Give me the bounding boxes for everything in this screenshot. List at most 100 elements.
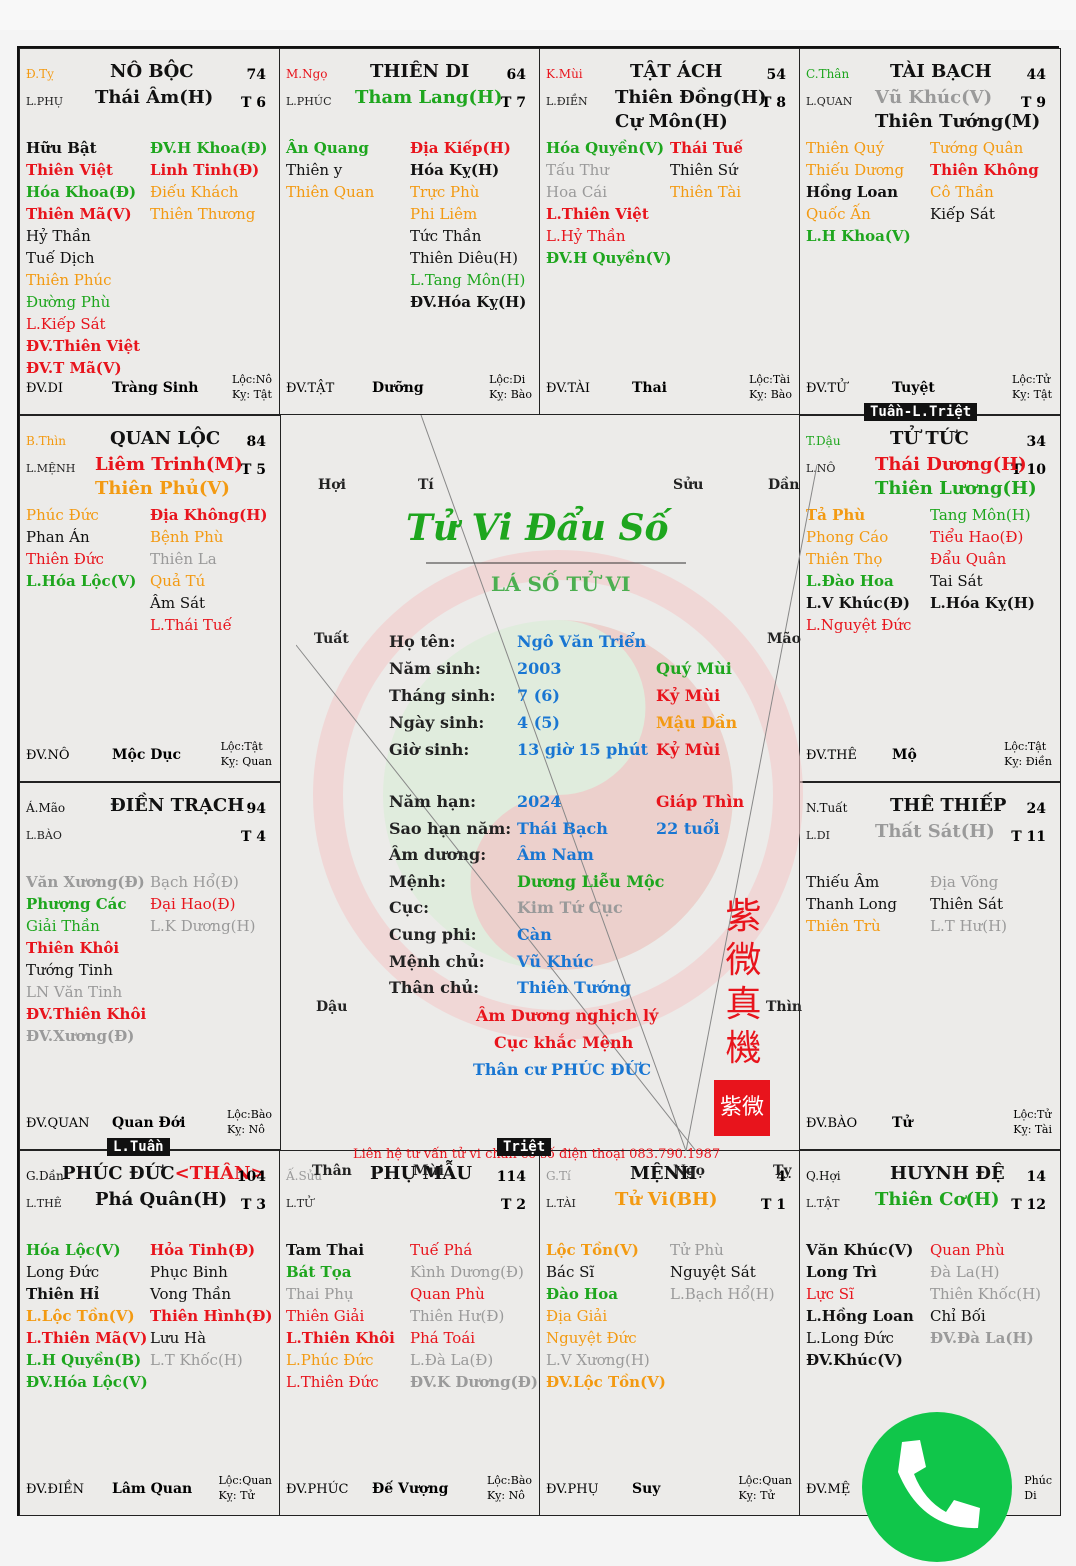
month-number: T 4 [240, 829, 266, 845]
minor-star: Trực Phù [410, 183, 480, 201]
loc-ky: Lộc:Tử Kỵ: Tài [1013, 1108, 1052, 1136]
palace-dien-trach[interactable]: Á.Mão ĐIỀN TRẠCH 94 L.BÀO T 4 Văn Xương(Đ) Phư… [19, 782, 281, 1150]
can-chi: M.Ngọ [286, 67, 328, 81]
left-stars: Tả Phù Phong Cáo Thiên Thọ L.Đào Hoa L.V Khú… [806, 504, 911, 636]
than-marker: <THÂN> [174, 1163, 266, 1184]
life-stage: Mộ [892, 747, 917, 763]
month-number: T 1 [760, 1197, 786, 1213]
palace-phu-mau[interactable]: Ấ.Sửu PHỤ MẪU 114 L.TỬ T 2 Tam Thai Bát Tọa Tha… [279, 1150, 541, 1516]
palace-quan-loc[interactable]: B.Thìn QUAN LỘC 84 L.MỆNH T 5 Liêm Trinh(M) Th… [19, 415, 281, 782]
minor-star: L.Nguyệt Đức [806, 616, 912, 634]
minor-star: Thiên La [150, 550, 217, 568]
minor-star: Quả Tú [150, 572, 206, 590]
palace-name: ĐIỀN TRẠCH [110, 795, 245, 816]
palace-tai-bach[interactable]: C.Thân TÀI BẠCH 44 L.QUAN T 9 Vũ Khúc(V) Thiên… [799, 48, 1061, 415]
info-label: Họ tên: [389, 632, 456, 651]
life-stage: Mộc Dục [112, 747, 182, 763]
dir-tuat: Tuất [314, 631, 349, 647]
minor-star: L.Đào Hoa [806, 572, 894, 590]
minor-star: Tức Thần [410, 227, 482, 245]
phone-call-button[interactable] [862, 1412, 1012, 1562]
seal-char: 機 [725, 1028, 762, 1069]
left-stars: Hữu Bật Thiên Việt Hóa Khoa(Đ) Thiên Mã(V) H… [26, 137, 140, 379]
minor-star: Thiếu Âm [806, 873, 880, 891]
can-chi: K.Mùi [546, 67, 583, 81]
minor-star: Hỏa Tinh(Đ) [150, 1241, 256, 1259]
center-panel: Tử Vi Đẩu Số LÁ SỐ TỬ VI Họ tên: Ngô Văn … [296, 415, 817, 1179]
minor-star: Điếu Khách [150, 183, 239, 201]
minor-star: Long Trì [806, 1263, 877, 1281]
palace-no-boc[interactable]: Đ.Tỵ NÔ BỘC 74 L.PHỤ T 6 Thái Âm(H) Hữu Bật Thi… [19, 48, 281, 415]
palace-phuc-duc[interactable]: G.Dần PHÚC ĐỨC<THÂN> 104 L.THÊ T 3 Phá Quân(H… [19, 1150, 281, 1516]
minor-star: Đào Hoa [546, 1285, 618, 1303]
luu-palace: L.QUAN [806, 95, 853, 108]
minor-star: Vong Thần [150, 1285, 232, 1303]
info-value: Thiên Tướng [517, 978, 632, 998]
can-chi: T.Dậu [806, 434, 841, 448]
dir-suu: Sửu [673, 477, 704, 493]
minor-star: Tấu Thư [546, 161, 609, 179]
dir-hoi: Hợi [318, 477, 346, 493]
info-value: Âm Nam [517, 845, 594, 865]
main-star: Thất Sát(H) [875, 821, 995, 842]
loc-ky: Lộc:Tật Kỵ: Điền [1004, 740, 1052, 768]
palace-tat-ach[interactable]: K.Mùi TẬT ÁCH 54 L.ĐIỀN T 8 Thiên Đồng(H) Cự M… [539, 48, 801, 415]
minor-star: Phúc Đức [26, 506, 99, 524]
dai-van-palace: ĐV.NÔ [26, 748, 70, 763]
minor-star: Phi Liêm [410, 205, 478, 223]
minor-star: Kiếp Sát [930, 205, 995, 223]
minor-star: Chỉ Bối [930, 1307, 986, 1325]
palace-name: TẬT ÁCH [630, 61, 723, 82]
month-number: T 9 [1020, 95, 1046, 111]
dai-van-palace: ĐV.THÊ [806, 748, 858, 763]
luu-palace: L.BÀO [26, 829, 62, 842]
minor-star: Hồng Loan [806, 183, 898, 201]
info-value: 2003 [517, 659, 562, 678]
loc-ky: Lộc:Tài Kỵ: Bào [749, 373, 792, 401]
info-label: Âm dương: [389, 845, 487, 865]
minor-star: Thiên Quan [286, 183, 375, 201]
loc-ky: Lộc:Quan Kỵ: Tử [738, 1474, 792, 1502]
minor-star: L.Hóa Lộc(V) [26, 572, 137, 590]
palace-tu-tuc[interactable]: T.Dậu TỬ TỨC 34 L.NÔ T 10 Thái Dương(H) Thiên … [799, 415, 1061, 782]
info-value: Kim Tứ Cục [517, 898, 623, 918]
palace-menh[interactable]: G.Tí MỆNH 4 L.TÀI T 1 Tử Vi(BH) Lộc Tồn(V) Bác … [539, 1150, 801, 1516]
minor-star: ĐV.Đà La(H) [930, 1329, 1034, 1347]
palace-age: 74 [246, 67, 266, 83]
minor-star: Bệnh Phù [150, 528, 224, 546]
palace-thien-di[interactable]: M.Ngọ THIÊN DI 64 L.PHÚC T 7 Tham Lang(H) Ân Q… [279, 48, 541, 415]
can-chi: G.Tí [546, 1169, 571, 1183]
dir-ti: Tí [418, 477, 434, 493]
minor-star: Quốc Ấn [806, 205, 871, 223]
left-stars: Hóa Quyền(V) Tấu Thư Hoa Cái L.Thiên Việt L.… [546, 137, 671, 269]
minor-star: L.Lộc Tồn(V) [26, 1307, 135, 1325]
left-stars: Lộc Tồn(V) Bác Sĩ Đào Hoa Địa Giải Nguyệt Đứ… [546, 1239, 666, 1393]
minor-star: Bạch Hổ(Đ) [150, 873, 239, 891]
minor-star: Tả Phù [806, 506, 866, 524]
minor-star: Bát Tọa [286, 1263, 352, 1281]
can-chi: C.Thân [806, 67, 850, 81]
luu-palace: L.PHỤ [26, 95, 64, 108]
palace-age: 64 [506, 67, 526, 83]
info-extra: Quý Mùi [656, 659, 732, 678]
dai-van-palace: ĐV.DI [26, 381, 64, 396]
luu-palace: L.TẬT [806, 1197, 840, 1210]
minor-star: L.Long Đức [806, 1329, 894, 1347]
note-than-cu: Thân cư PHÚC ĐỨC [473, 1060, 652, 1079]
can-chi: Q.Hợi [806, 1169, 841, 1183]
life-stage: Lâm Quan [112, 1481, 193, 1497]
main-star: Tham Lang(H) [355, 87, 503, 108]
minor-star: Hóa Khoa(Đ) [26, 183, 137, 201]
minor-star: Thiên Không [930, 161, 1039, 179]
minor-star: Thiên Sứ [670, 161, 738, 179]
info-value: 2024 [517, 792, 562, 811]
minor-star: ĐV.K Dương(Đ) [410, 1373, 538, 1391]
info-label: Mệnh: [389, 871, 447, 891]
palace-huynh-de[interactable]: Q.Hợi HUYNH ĐỆ 14 L.TẬT T 12 Thiên Cơ(H) Văn K… [799, 1150, 1061, 1516]
minor-star: Địa Giải [546, 1307, 608, 1325]
palace-the-thiep[interactable]: N.Tuất THÊ THIẾP 24 L.DI T 11 Thất Sát(H) Thiế… [799, 782, 1061, 1150]
right-stars: Tuế Phá Kình Dương(Đ) Quan Phù Thiên Hư(Đ) P… [410, 1239, 538, 1393]
minor-star: Phượng Các [26, 895, 127, 913]
minor-star: ĐV.Khúc(V) [806, 1351, 903, 1369]
minor-star: Đà La(H) [930, 1263, 1000, 1281]
